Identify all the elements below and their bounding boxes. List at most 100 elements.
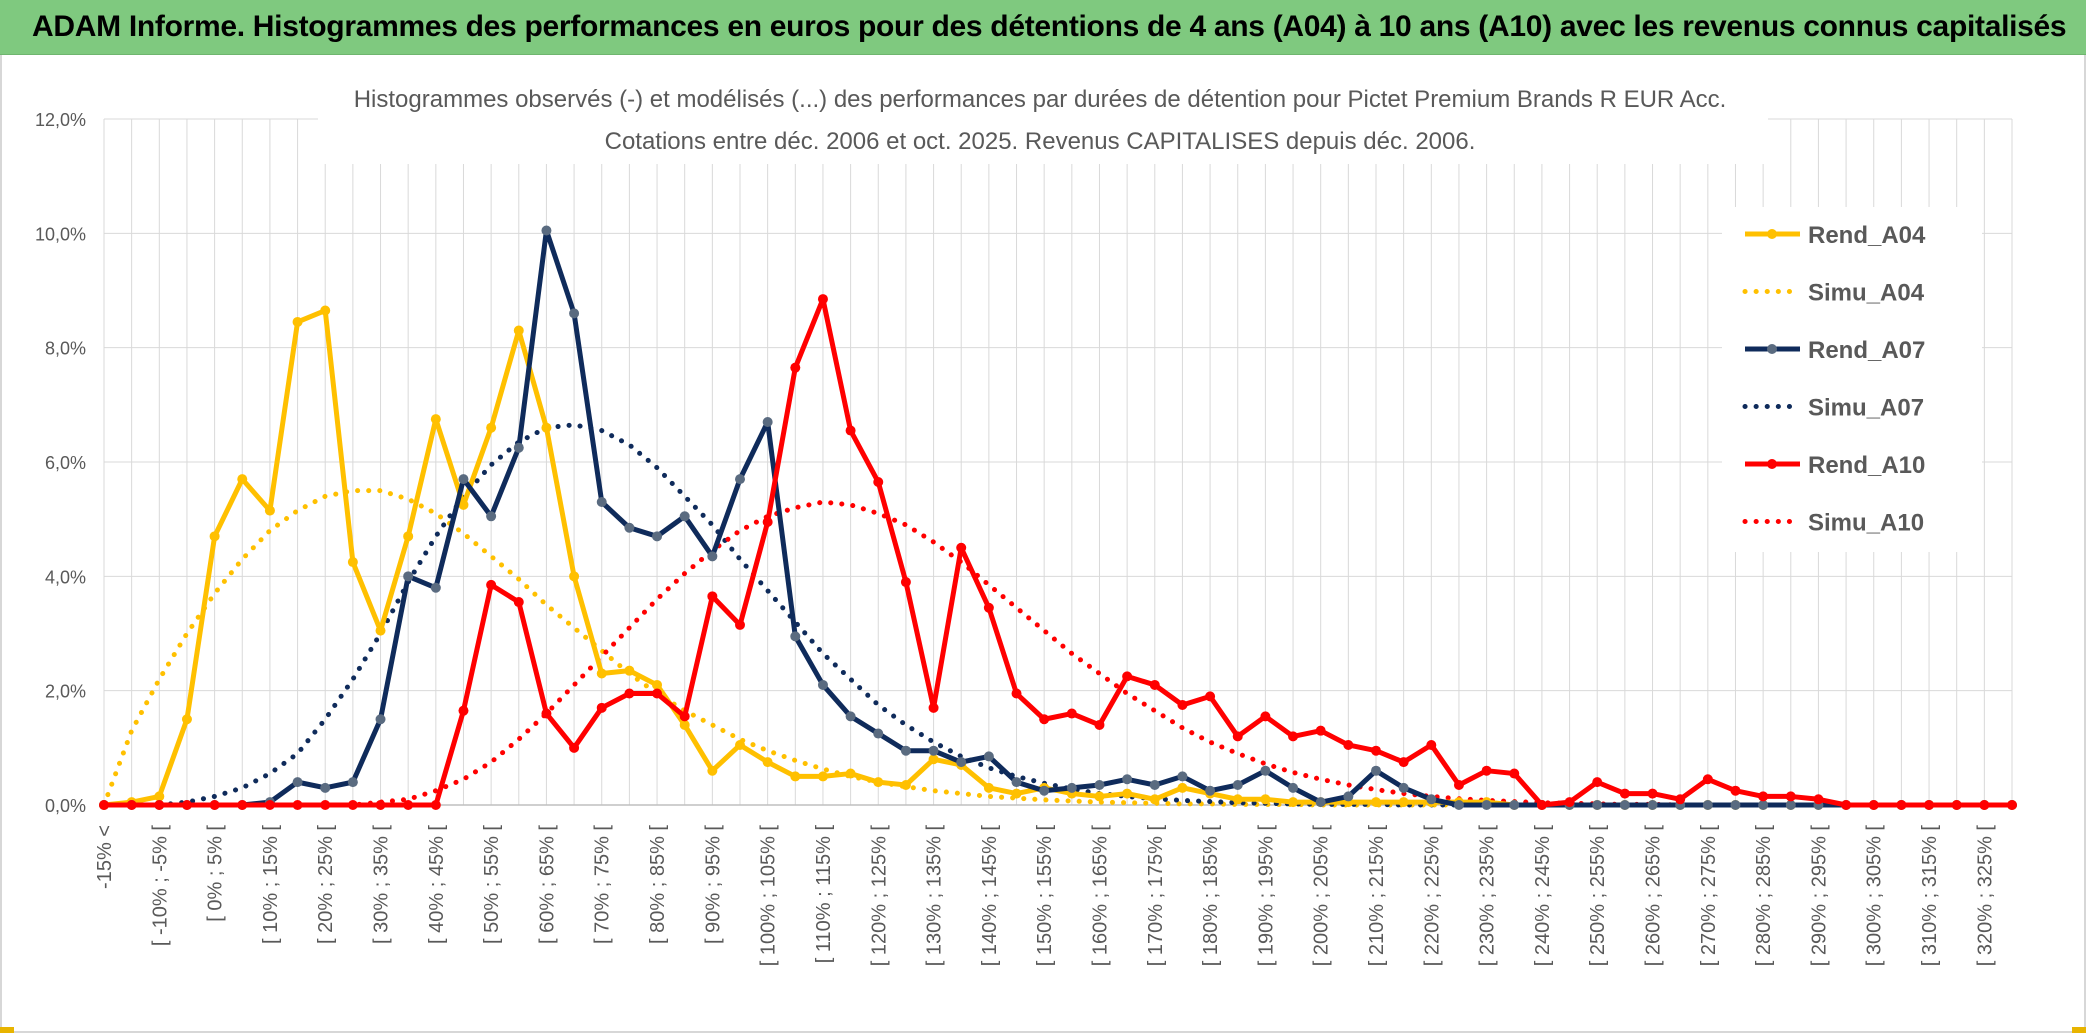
data-point-Rend_A10 [596,702,607,713]
data-point-Rend_A07 [1343,791,1354,802]
data-point-Rend_A10 [126,800,137,810]
data-point-Rend_A10 [1260,711,1271,722]
series-line-Rend_A10 [104,296,2012,808]
data-point-Rend_A07 [707,551,718,562]
page-title: ADAM Informe. Histogrammes des performan… [32,10,2067,43]
data-point-Rend_A10 [486,579,497,590]
x-tick-label: [ 260% ; 265% [ [1643,825,1665,967]
data-point-Rend_A04 [264,505,275,516]
data-point-Rend_A07 [652,531,663,542]
data-point-Rend_A07 [1066,782,1077,793]
y-tick-label: 8,0% [45,339,86,359]
data-point-Rend_A10 [237,800,248,810]
data-point-Rend_A10 [2007,800,2017,810]
x-tick-label: [ 20% ; 25% [ [315,825,337,944]
data-point-Rend_A10 [181,800,192,810]
data-point-Rend_A10 [1758,791,1769,802]
chart-subtitle: Cotations entre déc. 2006 et oct. 2025. … [605,128,1476,155]
data-point-Rend_A10 [1896,800,1907,810]
data-point-Rend_A10 [873,477,884,488]
data-point-Rend_A07 [1260,765,1271,776]
data-point-Rend_A10 [1785,791,1796,802]
legend-label-Rend_A10: Rend_A10 [1808,452,1925,479]
data-point-Rend_A07 [1647,800,1658,810]
data-point-Rend_A04 [845,768,856,779]
data-point-Rend_A04 [679,719,690,730]
x-tick-label: [ 290% ; 295% [ [1808,825,1830,967]
data-point-Rend_A04 [735,739,745,750]
data-point-Rend_A10 [1841,800,1852,810]
data-point-Rend_A10 [956,542,967,553]
data-point-Rend_A04 [209,531,220,542]
data-point-Rend_A07 [1232,779,1243,790]
x-tick-label: [ 80% ; 85% [ [647,825,669,944]
data-point-Rend_A10 [403,800,414,810]
data-point-Rend_A10 [928,702,939,713]
data-point-Rend_A10 [1426,739,1437,750]
data-point-Rend_A10 [1039,714,1050,725]
data-point-Rend_A07 [1453,800,1464,810]
data-point-Rend_A10 [1924,800,1935,810]
data-point-Rend_A10 [1592,777,1603,788]
data-point-Rend_A10 [1177,699,1188,710]
x-tick-label: [ 70% ; 75% [ [592,825,614,944]
data-point-Rend_A10 [1702,774,1713,785]
data-point-Rend_A10 [430,800,441,810]
x-tick-label: [ 270% ; 275% [ [1698,825,1720,967]
data-point-Rend_A07 [1619,800,1630,810]
data-point-Rend_A04 [1122,788,1133,799]
data-point-Rend_A04 [320,305,331,316]
data-point-Rend_A07 [347,777,358,788]
data-point-Rend_A04 [347,557,358,568]
data-point-Rend_A10 [209,800,220,810]
y-tick-label: 12,0% [35,110,86,130]
legend-marker-Rend_A07 [1767,344,1777,354]
x-tick-label: [ 110% ; 115% [ [813,825,835,964]
data-point-Rend_A10 [320,800,331,810]
legend-label-Rend_A07: Rend_A07 [1808,337,1925,364]
data-point-Rend_A04 [569,571,580,582]
data-point-Rend_A10 [1288,731,1299,742]
x-tick-label: [ -10% ; -5% [ [149,825,171,947]
data-point-Rend_A10 [1232,731,1243,742]
data-point-Rend_A10 [541,708,552,719]
data-point-Rend_A10 [1094,719,1105,730]
data-point-Rend_A04 [624,665,635,676]
data-point-Rend_A07 [486,511,497,522]
title-background [318,80,1768,164]
data-point-Rend_A07 [1122,774,1133,785]
data-point-Rend_A07 [900,745,911,756]
data-point-Rend_A07 [1315,797,1326,808]
y-tick-label: 6,0% [45,453,86,473]
data-point-Rend_A04 [513,325,524,336]
data-point-Rend_A10 [569,742,580,753]
x-tick-label: [ 310% ; 315% [ [1919,825,1941,967]
data-point-Rend_A10 [1453,779,1464,790]
x-tick-label: [ 190% ; 195% [ [1255,825,1277,967]
data-point-Rend_A04 [762,757,773,768]
data-point-Rend_A10 [679,711,690,722]
data-point-Rend_A10 [99,800,109,810]
data-point-Rend_A07 [1094,779,1105,790]
data-point-Rend_A07 [1149,779,1160,790]
header-banner: ADAM Informe. Histogrammes des performan… [0,0,2086,55]
data-point-Rend_A04 [596,668,607,679]
data-point-Rend_A07 [1702,800,1713,810]
data-point-Rend_A07 [1481,800,1492,810]
data-point-Rend_A04 [928,754,939,765]
data-point-Rend_A04 [154,791,165,802]
data-point-Rend_A07 [541,225,552,236]
y-axis-ticks: 0,0% 2,0% 4,0% 6,0% 8,0% 10,0% 12,0% [35,110,86,816]
chart-title: Histogrammes observés (-) et modélisés (… [354,86,1727,113]
data-point-Rend_A04 [430,414,441,425]
data-point-Rend_A07 [1785,800,1796,810]
data-point-Rend_A10 [762,517,773,528]
data-point-Rend_A10 [1564,797,1575,808]
x-tick-label: [ 150% ; 155% [ [1034,825,1056,967]
data-point-Rend_A10 [1149,679,1160,690]
data-point-Rend_A04 [486,422,497,433]
data-point-Rend_A07 [679,511,690,522]
data-point-Rend_A07 [735,474,745,485]
data-point-Rend_A10 [292,800,303,810]
data-point-Rend_A04 [403,531,414,542]
